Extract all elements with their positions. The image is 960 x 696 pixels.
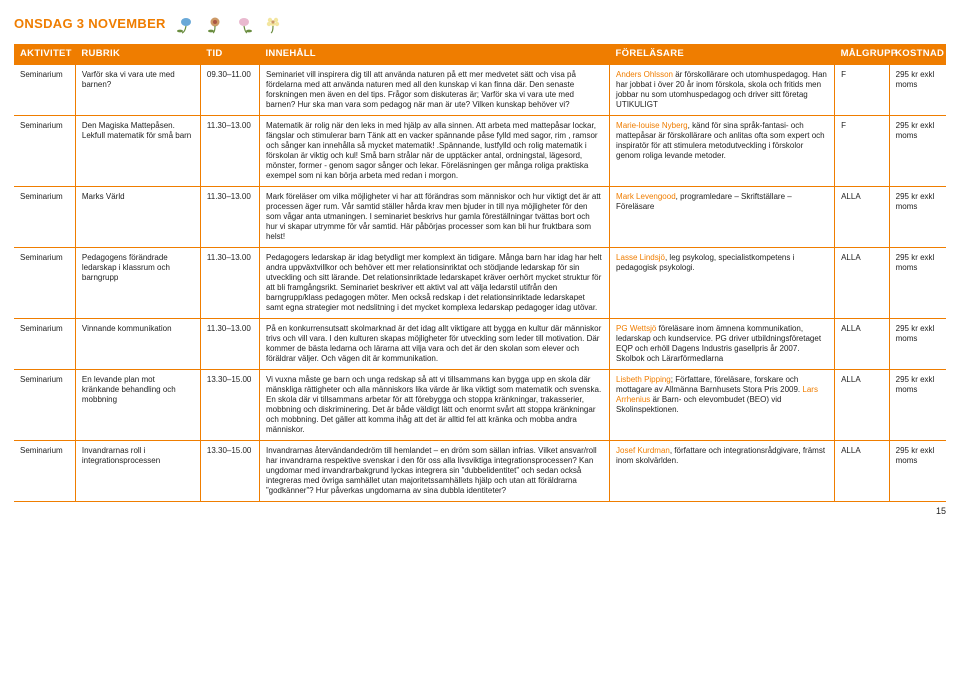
page-number: 15	[14, 506, 946, 517]
table-header-row: AKTIVITET RUBRIK TID INNEHÅLL FÖRELÄSARE…	[14, 44, 946, 64]
lecturer-name: Josef Kurdman	[616, 446, 670, 455]
cell-rubrik: Pedagogens förändrade ledarskap i klassr…	[75, 247, 200, 318]
cell-malgrupp: ALLA	[835, 186, 890, 247]
cell-rubrik: En levande plan mot kränkande behandling…	[75, 369, 200, 440]
cell-tid: 11.30–13.00	[200, 247, 259, 318]
cell-kostnad: 295 kr exkl moms	[889, 64, 946, 115]
cell-aktivitet: Seminarium	[14, 115, 75, 186]
lecturer-name: Lisbeth Pipping	[616, 375, 671, 384]
cell-tid: 13.30–15.00	[200, 369, 259, 440]
cell-forelasare: Josef Kurdman, författare och integratio…	[610, 440, 835, 501]
cell-tid: 11.30–13.00	[200, 115, 259, 186]
col-header-aktivitet: AKTIVITET	[14, 44, 75, 64]
cell-malgrupp: F	[835, 64, 890, 115]
lecturer-name: Marie-louise Nyberg	[616, 121, 688, 130]
cell-aktivitet: Seminarium	[14, 369, 75, 440]
table-row: SeminariumMarks Värld11.30–13.00Mark för…	[14, 186, 946, 247]
cell-aktivitet: Seminarium	[14, 186, 75, 247]
lecturer-name: Lasse Lindsjö	[616, 253, 665, 262]
cell-forelasare: Mark Levengood, programledare – Skriftst…	[610, 186, 835, 247]
cell-aktivitet: Seminarium	[14, 64, 75, 115]
cell-tid: 09.30–11.00	[200, 64, 259, 115]
lecturer-name: PG Wettsjö	[616, 324, 656, 333]
flower-icon	[172, 14, 200, 34]
cell-tid: 13.30–15.00	[200, 440, 259, 501]
col-header-forelasare: FÖRELÄSARE	[610, 44, 835, 64]
table-row: SeminariumEn levande plan mot kränkande …	[14, 369, 946, 440]
table-row: SeminariumPedagogens förändrade ledarska…	[14, 247, 946, 318]
cell-rubrik: Invandrarnas roll i integrationsprocesse…	[75, 440, 200, 501]
cell-aktivitet: Seminarium	[14, 440, 75, 501]
cell-rubrik: Den Magiska Mattepåsen. Lekfull matemati…	[75, 115, 200, 186]
flower-icon	[259, 14, 287, 34]
cell-innehall: Vi vuxna måste ge barn och unga redskap …	[259, 369, 609, 440]
col-header-kostnad: KOSTNAD	[889, 44, 946, 64]
cell-kostnad: 295 kr exkl moms	[889, 247, 946, 318]
cell-aktivitet: Seminarium	[14, 318, 75, 369]
table-row: SeminariumVarför ska vi vara ute med bar…	[14, 64, 946, 115]
cell-forelasare: Lisbeth Pipping; Författare, föreläsare,…	[610, 369, 835, 440]
cell-malgrupp: ALLA	[835, 318, 890, 369]
cell-malgrupp: ALLA	[835, 247, 890, 318]
date-heading: ONSDAG 3 NOVEMBER	[14, 14, 946, 34]
cell-tid: 11.30–13.00	[200, 186, 259, 247]
cell-innehall: Seminariet vill inspirera dig till att a…	[259, 64, 609, 115]
cell-aktivitet: Seminarium	[14, 247, 75, 318]
table-row: SeminariumInvandrarnas roll i integratio…	[14, 440, 946, 501]
cell-rubrik: Marks Värld	[75, 186, 200, 247]
cell-rubrik: Vinnande kommunikation	[75, 318, 200, 369]
date-heading-text: ONSDAG 3 NOVEMBER	[14, 16, 166, 32]
cell-innehall: Mark föreläser om vilka möjligheter vi h…	[259, 186, 609, 247]
cell-kostnad: 295 kr exkl moms	[889, 369, 946, 440]
cell-innehall: På en konkurrensutsatt skolmarknad är de…	[259, 318, 609, 369]
cell-forelasare: Anders Ohlsson är förskollärare och utom…	[610, 64, 835, 115]
cell-kostnad: 295 kr exkl moms	[889, 318, 946, 369]
cell-malgrupp: ALLA	[835, 440, 890, 501]
cell-malgrupp: F	[835, 115, 890, 186]
table-row: SeminariumDen Magiska Mattepåsen. Lekful…	[14, 115, 946, 186]
cell-kostnad: 295 kr exkl moms	[889, 440, 946, 501]
cell-tid: 11.30–13.00	[200, 318, 259, 369]
flower-decorations	[172, 14, 287, 34]
col-header-rubrik: RUBRIK	[75, 44, 200, 64]
cell-innehall: Invandrarnas återvändandedröm till hemla…	[259, 440, 609, 501]
cell-kostnad: 295 kr exkl moms	[889, 115, 946, 186]
lecturer-name: Mark Levengood	[616, 192, 676, 201]
cell-forelasare: Lasse Lindsjö, leg psykolog, specialistk…	[610, 247, 835, 318]
col-header-malgrupp: MÅLGRUPP	[835, 44, 890, 64]
col-header-tid: TID	[200, 44, 259, 64]
cell-malgrupp: ALLA	[835, 369, 890, 440]
col-header-innehall: INNEHÅLL	[259, 44, 609, 64]
cell-forelasare: Marie-louise Nyberg, känd för sina språk…	[610, 115, 835, 186]
schedule-table: AKTIVITET RUBRIK TID INNEHÅLL FÖRELÄSARE…	[14, 44, 946, 502]
table-row: SeminariumVinnande kommunikation11.30–13…	[14, 318, 946, 369]
flower-icon	[201, 14, 229, 34]
lecturer-name: Anders Ohlsson	[616, 70, 673, 79]
cell-rubrik: Varför ska vi vara ute med barnen?	[75, 64, 200, 115]
cell-innehall: Pedagogers ledarskap är idag betydligt m…	[259, 247, 609, 318]
cell-kostnad: 295 kr exkl moms	[889, 186, 946, 247]
cell-innehall: Matematik är rolig när den leks in med h…	[259, 115, 609, 186]
flower-icon	[230, 14, 258, 34]
cell-forelasare: PG Wettsjö föreläsare inom ämnena kommun…	[610, 318, 835, 369]
